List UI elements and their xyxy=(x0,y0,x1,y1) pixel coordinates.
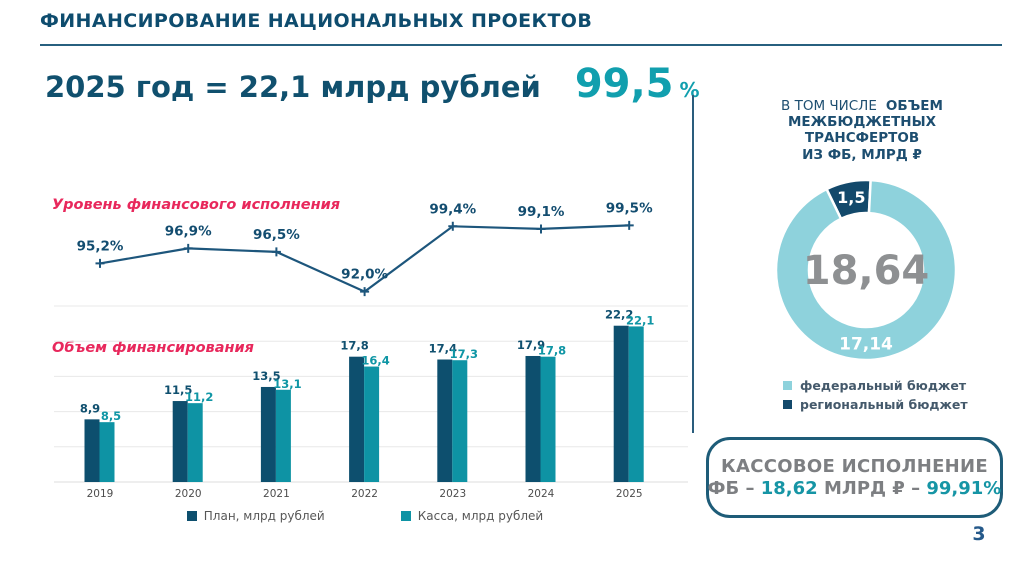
financing-bar-chart: 8,98,5201911,511,2202013,513,1202117,816… xyxy=(54,305,688,500)
donut-legend: федеральный бюджет региональный бюджет xyxy=(783,378,968,412)
bar-kassa-2022 xyxy=(364,366,380,482)
bar-plan-2025 xyxy=(613,325,629,482)
bar-plan-label-2025: 22,2 xyxy=(605,308,633,322)
bar-kassa-label-2021: 13,1 xyxy=(273,377,301,391)
bar-plan-2024 xyxy=(525,355,541,482)
headline: 2025 год = 22,1 млрд рублей 99,5 % xyxy=(45,64,700,104)
header-rule xyxy=(40,44,1002,46)
donut-header-line2: МЕЖБЮДЖЕТНЫХ xyxy=(788,114,936,131)
bar-kassa-2025 xyxy=(628,326,644,482)
donut-slice-label-1: 17,14 xyxy=(839,335,893,355)
line-point-marker-2023 xyxy=(448,221,458,231)
cash-execution-box: КАССОВОЕ ИСПОЛНЕНИЕ ФБ – 18,62 МЛРД ₽ – … xyxy=(706,437,1003,518)
bar-kassa-2019 xyxy=(99,422,115,482)
line-point-label-2022: 92,0% xyxy=(341,267,388,283)
cash-box-value: ФБ – 18,62 МЛРД ₽ – 99,91% xyxy=(708,478,1002,499)
legend-kassa-label: Касса, млрд рублей xyxy=(417,509,544,523)
legend-federal-label: федеральный бюджет xyxy=(800,378,967,393)
bar-plan-2019 xyxy=(84,419,100,482)
x-axis-label-2021: 2021 xyxy=(263,488,290,500)
line-point-label-2023: 99,4% xyxy=(429,201,476,217)
line-point-marker-2025 xyxy=(624,220,634,230)
bar-chart-title: Объем финансирования xyxy=(52,340,254,356)
bar-kassa-2020 xyxy=(187,403,203,482)
legend-item-plan: План, млрд рублей xyxy=(186,509,325,523)
page-number: 3 xyxy=(972,523,986,545)
line-point-marker-2020 xyxy=(183,243,193,253)
bar-plan-label-2020: 11,5 xyxy=(164,383,192,397)
donut-slice-1 xyxy=(774,178,958,362)
bar-plan-label-2021: 13,5 xyxy=(252,369,280,383)
legend-regional-label: региональный бюджет xyxy=(800,397,968,412)
donut-header-line3: ТРАНСФЕРТОВ xyxy=(804,130,920,147)
x-axis-label-2025: 2025 xyxy=(616,488,643,500)
bar-kassa-label-2025: 22,1 xyxy=(626,313,654,327)
bar-chart-legend: План, млрд рублей Касса, млрд рублей xyxy=(40,509,690,523)
x-axis-label-2022: 2022 xyxy=(351,488,378,500)
bar-plan-label-2023: 17,4 xyxy=(429,342,457,356)
line-point-label-2024: 99,1% xyxy=(518,204,565,220)
donut-slice-label-0: 1,5 xyxy=(837,188,865,207)
donut-header-bold1: ОБЪЕМ xyxy=(885,98,943,114)
cash-box-title: КАССОВОЕ ИСПОЛНЕНИЕ xyxy=(720,456,989,477)
kassa-swatch-icon xyxy=(400,511,411,521)
legend-plan-label: План, млрд рублей xyxy=(203,509,325,523)
page-title: ФИНАНСИРОВАНИЕ НАЦИОНАЛЬНЫХ ПРОЕКТОВ xyxy=(40,10,593,32)
line-point-marker-2024 xyxy=(536,224,546,234)
execution-line-chart: 95,2% 96,9% 96,5% 92,0% 99,4% 99,1% 99,5% xyxy=(77,200,653,297)
cash-box-part1: ФБ – xyxy=(707,478,761,499)
donut-header-line4: ИЗ ФБ, МЛРД ₽ xyxy=(802,146,922,163)
line-point-marker-2022 xyxy=(360,287,370,297)
bar-kassa-label-2022: 16,4 xyxy=(361,354,389,368)
legend-item-kassa: Касса, млрд рублей xyxy=(400,509,544,523)
bar-kassa-label-2019: 8,5 xyxy=(101,409,121,423)
headline-text: 2025 год = 22,1 млрд рублей xyxy=(45,70,541,104)
bar-plan-label-2024: 17,9 xyxy=(517,338,545,352)
line-point-label-2020: 96,9% xyxy=(165,223,212,239)
headline-percent-sign: % xyxy=(679,78,700,102)
line-point-label-2021: 96,5% xyxy=(253,227,300,243)
x-axis-label-2024: 2024 xyxy=(528,488,555,500)
line-point-label-2019: 95,2% xyxy=(77,238,124,254)
donut-header-prefix: В ТОМ ЧИСЛЕ xyxy=(781,98,877,114)
vertical-divider xyxy=(692,95,694,433)
bar-kassa-2021 xyxy=(275,389,291,482)
legend-item-regional: региональный бюджет xyxy=(783,397,968,412)
legend-item-federal: федеральный бюджет xyxy=(783,378,968,393)
bar-kassa-label-2020: 11,2 xyxy=(185,390,213,404)
cash-box-percent: 99,91% xyxy=(926,478,1002,499)
x-axis-label-2020: 2020 xyxy=(175,488,202,500)
headline-percent: 99,5 xyxy=(574,61,674,107)
bar-plan-2021 xyxy=(260,386,276,482)
bar-kassa-2023 xyxy=(452,360,468,482)
line-chart-title: Уровень финансового исполнения xyxy=(52,197,341,213)
bar-kassa-label-2024: 17,8 xyxy=(538,344,566,358)
transfers-donut-chart: 1,5 17,14 18,64 xyxy=(774,178,958,362)
donut-header: В ТОМ ЧИСЛЕ ОБЪЕМ МЕЖБЮДЖЕТНЫХ ТРАНСФЕРТ… xyxy=(712,98,1012,163)
bar-plan-2020 xyxy=(172,401,188,482)
bar-kassa-label-2023: 17,3 xyxy=(450,347,478,361)
donut-center-label: 18,64 xyxy=(803,248,930,294)
line-point-marker-2021 xyxy=(271,247,281,257)
line-point-marker-2019 xyxy=(95,258,105,268)
plan-swatch-icon xyxy=(186,511,197,521)
bar-plan-2022 xyxy=(349,356,365,482)
bar-kassa-2024 xyxy=(540,356,556,482)
x-axis-label-2019: 2019 xyxy=(87,488,114,500)
bar-plan-label-2022: 17,8 xyxy=(340,339,368,353)
bar-plan-2023 xyxy=(437,359,453,482)
x-axis-label-2023: 2023 xyxy=(439,488,466,500)
cash-box-part3: МЛРД ₽ – xyxy=(817,478,927,499)
bar-plan-label-2019: 8,9 xyxy=(80,401,100,415)
line-point-label-2025: 99,5% xyxy=(606,200,653,216)
cash-box-amount: 18,62 xyxy=(760,478,818,499)
federal-swatch-icon xyxy=(783,381,792,390)
regional-swatch-icon xyxy=(783,400,792,409)
